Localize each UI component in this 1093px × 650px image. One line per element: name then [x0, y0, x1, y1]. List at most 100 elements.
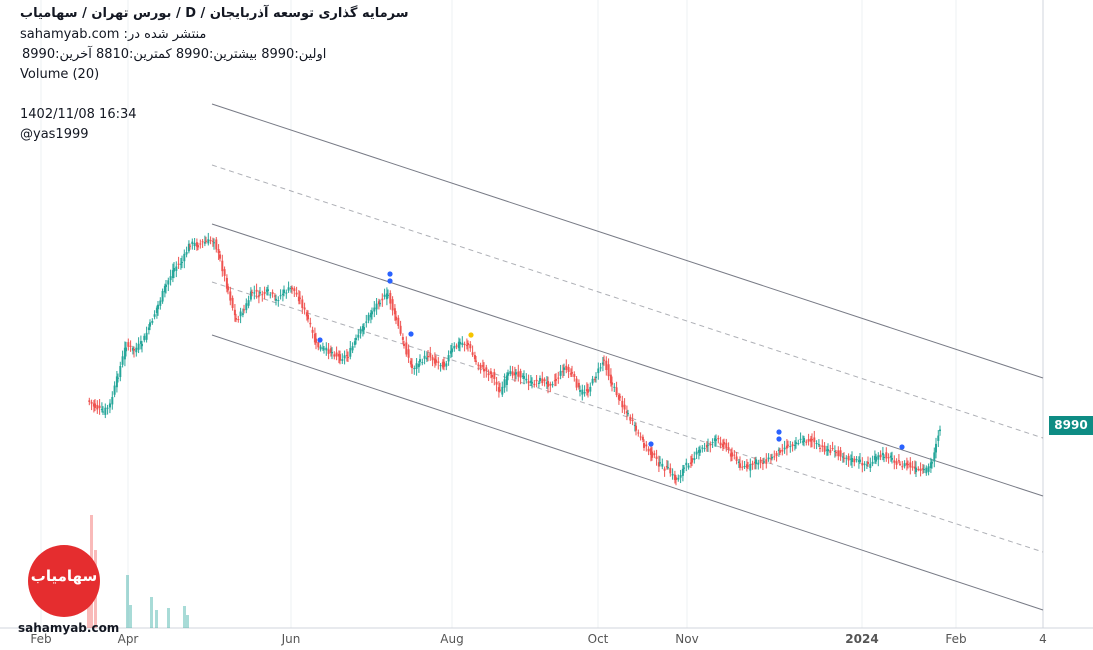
- candle-body: [415, 363, 418, 369]
- candle-body: [449, 350, 452, 354]
- candle-body: [577, 382, 580, 388]
- candle-body: [685, 462, 688, 466]
- candle-body: [709, 444, 712, 446]
- candle-body: [515, 372, 517, 375]
- candle-body: [641, 436, 644, 440]
- candle-body: [857, 460, 860, 463]
- candle-body: [905, 462, 908, 466]
- candle-body: [217, 249, 220, 254]
- candle-body: [461, 342, 464, 345]
- candle-body: [939, 429, 941, 432]
- candle-body: [249, 291, 252, 300]
- candle-body: [507, 372, 509, 376]
- volume-bar: [186, 615, 189, 628]
- candle-body: [273, 295, 276, 297]
- candle-body: [247, 300, 250, 306]
- volume-legend: Volume (20): [20, 67, 100, 82]
- candle-body: [543, 379, 546, 382]
- candle-body: [96, 404, 99, 410]
- candle-body: [697, 449, 700, 453]
- candle-body: [495, 381, 498, 385]
- candle-body: [765, 459, 768, 464]
- last-price-badge: 8990: [1049, 416, 1093, 435]
- candle-body: [573, 374, 576, 378]
- candle-body: [275, 298, 277, 301]
- candle-body: [579, 390, 581, 392]
- candle-body: [885, 452, 888, 459]
- candle-body: [581, 389, 584, 395]
- candle-body: [393, 308, 396, 315]
- candle-body: [125, 347, 127, 352]
- candle-body: [357, 334, 360, 338]
- candle-body: [841, 456, 844, 458]
- candle-body: [537, 382, 540, 384]
- candle-body: [763, 461, 765, 463]
- candle-body: [897, 460, 900, 462]
- signal-dot: [776, 429, 782, 435]
- candle-body: [229, 291, 232, 301]
- candle-body: [793, 445, 796, 447]
- candle-body: [559, 370, 562, 376]
- candle-body: [453, 346, 456, 349]
- candle-body: [867, 461, 869, 464]
- candle-body: [269, 294, 272, 296]
- candle-body: [741, 466, 744, 468]
- candle-body: [285, 292, 288, 294]
- candle-body: [437, 361, 440, 363]
- candle-body: [169, 276, 172, 281]
- candle-body: [695, 451, 698, 455]
- candle-body: [475, 360, 477, 362]
- candle-body: [185, 252, 188, 255]
- candle-body: [459, 341, 461, 345]
- time-tick-label: 2024: [845, 632, 878, 646]
- candle-body: [315, 338, 317, 343]
- signal-dot: [899, 444, 905, 450]
- candle-body: [563, 367, 565, 370]
- candle-body: [483, 368, 485, 372]
- candle-body: [669, 467, 672, 474]
- candle-body: [657, 462, 660, 467]
- candle-body: [705, 444, 708, 448]
- candle-body: [733, 454, 736, 456]
- candle-body: [267, 289, 269, 291]
- candle-body: [469, 344, 472, 349]
- candle-body: [539, 377, 541, 382]
- candle-body: [137, 343, 140, 350]
- candle-body: [113, 385, 116, 395]
- candle-body: [927, 466, 930, 472]
- candle-body: [631, 419, 634, 422]
- candle-body: [427, 355, 429, 358]
- candle-body: [487, 373, 490, 376]
- candle-body: [123, 347, 126, 360]
- candle-body: [439, 365, 442, 367]
- candle-body: [259, 292, 261, 294]
- candle-body: [451, 348, 453, 353]
- candle-body: [675, 477, 677, 480]
- candle-body: [419, 359, 421, 362]
- candle-body: [713, 438, 716, 442]
- candle-body: [257, 295, 260, 297]
- candle-body: [929, 462, 932, 469]
- candle-body: [809, 438, 812, 442]
- candle-body: [699, 449, 701, 453]
- candle-body: [425, 357, 428, 360]
- candle-body: [871, 461, 874, 464]
- candle-body: [853, 458, 856, 463]
- candle-body: [295, 292, 298, 295]
- signal-dot: [648, 441, 654, 447]
- candle-body: [477, 364, 480, 366]
- candle-body: [873, 455, 876, 460]
- candle-body: [617, 395, 620, 400]
- candle-body: [117, 377, 119, 379]
- candle-body: [147, 327, 150, 330]
- candle-body: [925, 467, 928, 474]
- candle-body: [895, 461, 898, 465]
- ohlc-values: اولین:8990 بیشترین:8990 کمترین:8810 آخری…: [22, 47, 327, 62]
- candle-body: [141, 343, 143, 347]
- candle-body: [567, 367, 570, 372]
- candle-body: [661, 463, 664, 467]
- candle-body: [889, 455, 892, 458]
- candle-body: [599, 367, 602, 369]
